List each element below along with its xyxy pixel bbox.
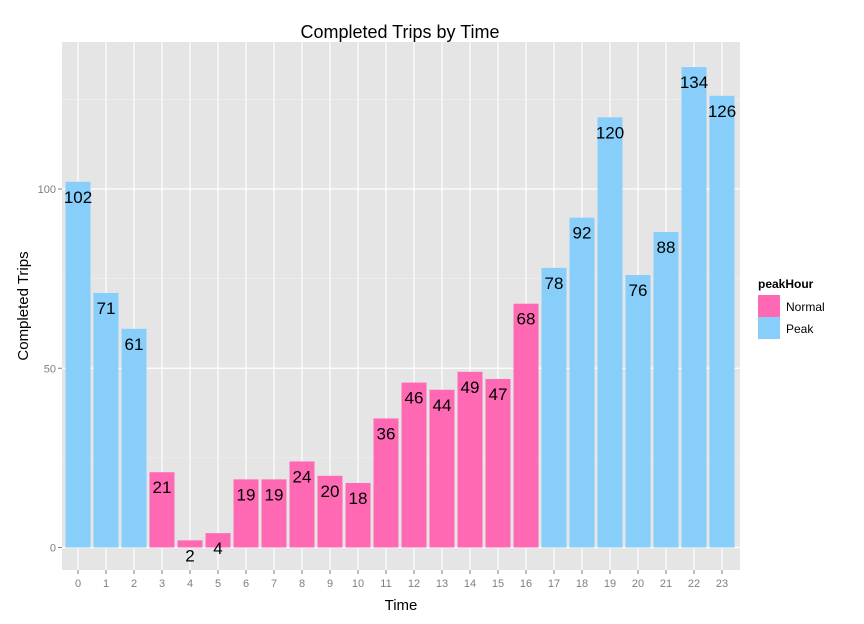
y-tick-label: 0: [50, 543, 56, 555]
x-axis-title: Time: [385, 597, 418, 614]
bar-value-label: 76: [629, 281, 648, 300]
x-tick-label: 17: [548, 578, 560, 590]
x-tick-label: 0: [75, 578, 81, 590]
bar-value-label: 19: [265, 485, 284, 504]
x-tick-label: 4: [187, 578, 193, 590]
legend-title: peakHour: [758, 277, 814, 291]
bar: [317, 475, 343, 548]
y-axis-title: Completed Trips: [15, 251, 32, 360]
bar: [373, 418, 399, 548]
bar-value-label: 92: [573, 224, 592, 243]
bar: [65, 181, 91, 548]
x-tick-label: 5: [215, 578, 221, 590]
bar-value-label: 134: [680, 73, 708, 92]
bar-value-label: 49: [461, 378, 480, 397]
bar: [289, 461, 315, 548]
x-tick-label: 23: [716, 578, 728, 590]
x-tick-label: 20: [632, 578, 644, 590]
x-axis: 0 1 2 3 4 5 6 7 8 9 10 11 12 13 14 15 16 17 18 19 20 21 22 23: [75, 570, 728, 590]
bar: [345, 482, 371, 548]
bar: [653, 232, 679, 548]
y-tick-label: 50: [44, 363, 56, 375]
bar: [121, 328, 147, 548]
bar-value-label: 102: [64, 188, 92, 207]
bar: [709, 95, 735, 548]
bar: [401, 382, 427, 548]
bar-value-label: 18: [349, 489, 368, 508]
bar: [261, 479, 287, 548]
legend-label-normal: Normal: [786, 300, 825, 314]
bar: [597, 117, 623, 548]
bar-value-label: 2: [185, 546, 194, 565]
bar: [177, 540, 203, 548]
bar: [429, 389, 455, 548]
bar-labels: 102 71 61 21 2 4 19 19 24 20 18 36 46 44 49 47 68 78 92 120…: [64, 73, 736, 565]
x-tick-label: 19: [604, 578, 616, 590]
bar: [541, 267, 567, 548]
bar-value-label: 24: [293, 467, 312, 486]
bar: [93, 292, 119, 548]
x-tick-label: 21: [660, 578, 672, 590]
x-tick-label: 14: [464, 578, 476, 590]
bar-value-label: 20: [321, 482, 340, 501]
bar-value-label: 47: [489, 385, 508, 404]
y-tick-label: 100: [38, 184, 56, 196]
x-tick-label: 10: [352, 578, 364, 590]
bar-value-label: 36: [377, 424, 396, 443]
bar: [205, 533, 231, 548]
x-tick-label: 2: [131, 578, 137, 590]
x-tick-label: 6: [243, 578, 249, 590]
bar: [681, 67, 707, 548]
bar-value-label: 61: [125, 335, 144, 354]
bar-value-label: 88: [657, 238, 676, 257]
x-tick-label: 16: [520, 578, 532, 590]
bar: [457, 371, 483, 548]
x-tick-label: 12: [408, 578, 420, 590]
x-tick-label: 18: [576, 578, 588, 590]
x-tick-label: 3: [159, 578, 165, 590]
bar-value-label: 19: [237, 485, 256, 504]
bar: [485, 379, 511, 548]
legend-swatch-normal: [758, 295, 780, 317]
bar-value-label: 44: [433, 396, 452, 415]
bar-value-label: 126: [708, 102, 736, 121]
x-tick-label: 8: [299, 578, 305, 590]
bar: [625, 275, 651, 548]
bar-value-label: 46: [405, 389, 424, 408]
x-tick-label: 11: [380, 578, 391, 590]
x-tick-label: 22: [688, 578, 700, 590]
x-tick-label: 7: [271, 578, 277, 590]
bar-value-label: 78: [545, 274, 564, 293]
bar: [233, 479, 259, 548]
x-tick-label: 15: [492, 578, 504, 590]
chart-title: Completed Trips by Time: [300, 22, 499, 42]
x-tick-label: 1: [103, 578, 109, 590]
bar-value-label: 71: [97, 299, 116, 318]
bar: [569, 217, 595, 548]
bar-value-label: 21: [153, 478, 172, 497]
bar-value-label: 4: [213, 539, 222, 558]
legend-swatch-peak: [758, 317, 780, 339]
y-axis: 0 50 100: [38, 184, 62, 555]
bars: [65, 67, 735, 548]
bar-value-label: 68: [517, 310, 536, 329]
bar: [149, 472, 175, 548]
legend: peakHour Normal Peak: [758, 277, 825, 339]
bar-value-label: 120: [596, 123, 624, 142]
x-tick-label: 9: [327, 578, 333, 590]
legend-label-peak: Peak: [786, 322, 814, 336]
x-tick-label: 13: [436, 578, 448, 590]
bar: [513, 303, 539, 548]
